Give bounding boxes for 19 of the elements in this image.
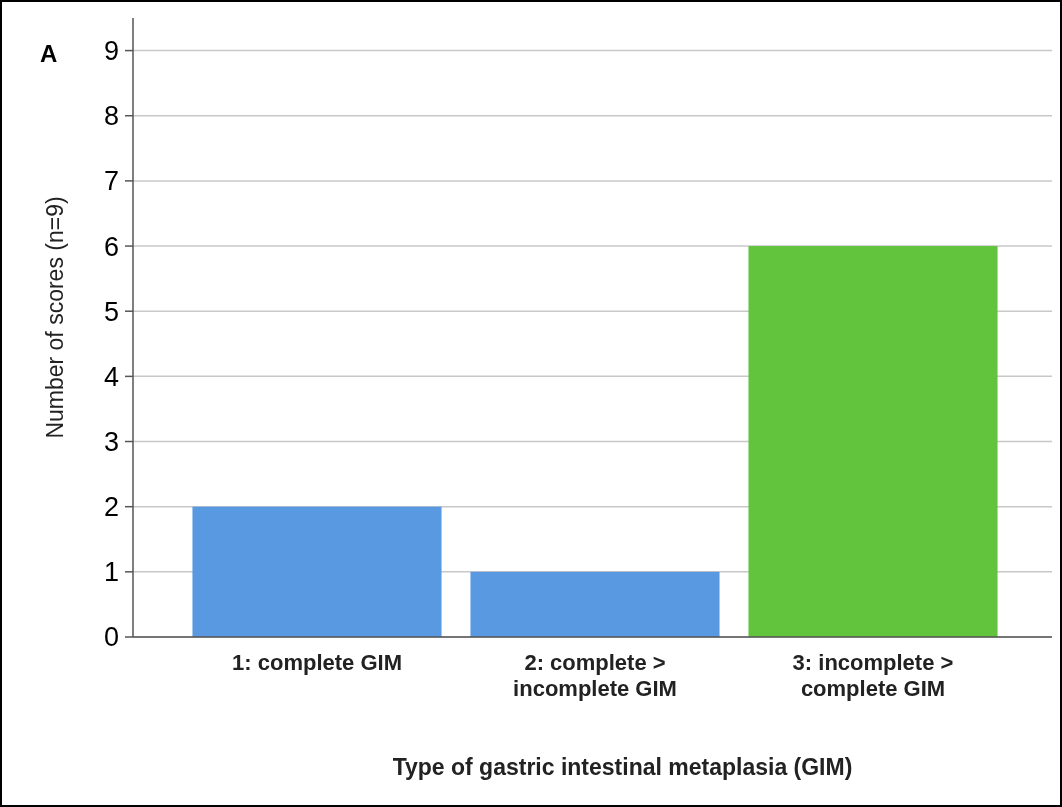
- x-tick-label: 3: incomplete > complete GIM: [792, 650, 954, 701]
- y-tick-label: 1: [103, 557, 119, 588]
- bar: [192, 506, 442, 637]
- x-tick-label: 1: complete GIM: [232, 650, 402, 675]
- y-tick-label: 6: [103, 231, 119, 262]
- x-tick-label: 2: complete > incomplete GIM: [513, 650, 677, 701]
- y-tick-label: 8: [103, 101, 119, 132]
- bar: [470, 571, 720, 637]
- y-tick-label: 0: [103, 622, 119, 653]
- y-tick-label: 7: [103, 166, 119, 197]
- bar: [748, 246, 998, 637]
- y-tick-label: 4: [103, 361, 119, 392]
- y-tick-label: 9: [103, 36, 119, 67]
- y-tick-label: 5: [103, 296, 119, 327]
- y-axis-title: Number of scores (n=9): [42, 196, 68, 439]
- x-axis-title: Type of gastric intestinal metaplasia (GIM): [392, 754, 853, 780]
- text: A: [40, 40, 58, 67]
- y-tick-label: 2: [103, 492, 119, 523]
- y-tick-label: 3: [103, 426, 119, 457]
